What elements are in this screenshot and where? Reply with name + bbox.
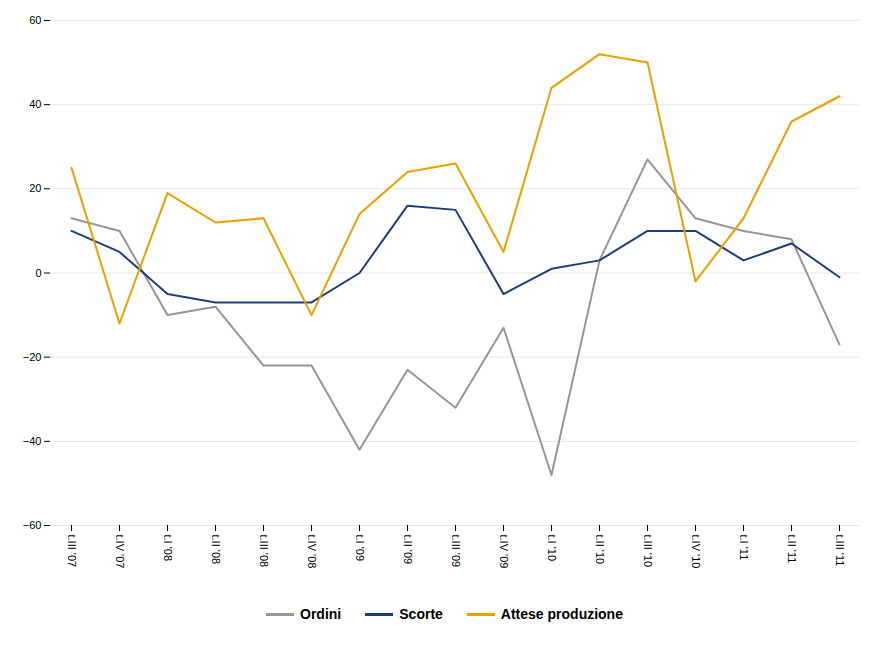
svg-text:t.I '08: t.I '08 [162, 535, 174, 562]
svg-text:0: 0 [35, 267, 41, 279]
svg-text:20: 20 [29, 182, 41, 194]
svg-text:−20: −20 [23, 351, 42, 363]
svg-text:t.I '11: t.I '11 [738, 535, 750, 561]
svg-text:t.IV '09: t.IV '09 [498, 535, 510, 569]
svg-text:t.III '07: t.III '07 [66, 535, 78, 568]
svg-text:60: 60 [29, 14, 41, 26]
svg-text:t.III '08: t.III '08 [258, 535, 270, 568]
svg-text:t.III '09: t.III '09 [450, 535, 462, 568]
svg-text:40: 40 [29, 98, 41, 110]
svg-text:t.III '11: t.III '11 [834, 535, 846, 567]
svg-text:t.IV '08: t.IV '08 [306, 535, 318, 569]
svg-text:t.I '09: t.I '09 [354, 535, 366, 562]
svg-text:t.I '10: t.I '10 [546, 535, 558, 562]
svg-text:−60: −60 [23, 519, 42, 531]
html-text:Attese produzione: Attese produzione [500, 606, 623, 622]
html-text:Ordini: Ordini [300, 606, 342, 622]
svg-text:t.II '08: t.II '08 [210, 535, 222, 565]
svg-text:t.II '10: t.II '10 [594, 535, 606, 565]
svg-text:t.II '11: t.II '11 [786, 535, 798, 564]
svg-text:t.II '09: t.II '09 [402, 535, 414, 565]
html-text:Scorte: Scorte [399, 606, 443, 622]
svg-text:−40: −40 [23, 435, 42, 447]
svg-text:t.III '10: t.III '10 [642, 535, 654, 568]
svg-text:t.IV '10: t.IV '10 [690, 535, 702, 569]
svg-text:t.IV '07: t.IV '07 [114, 535, 126, 569]
